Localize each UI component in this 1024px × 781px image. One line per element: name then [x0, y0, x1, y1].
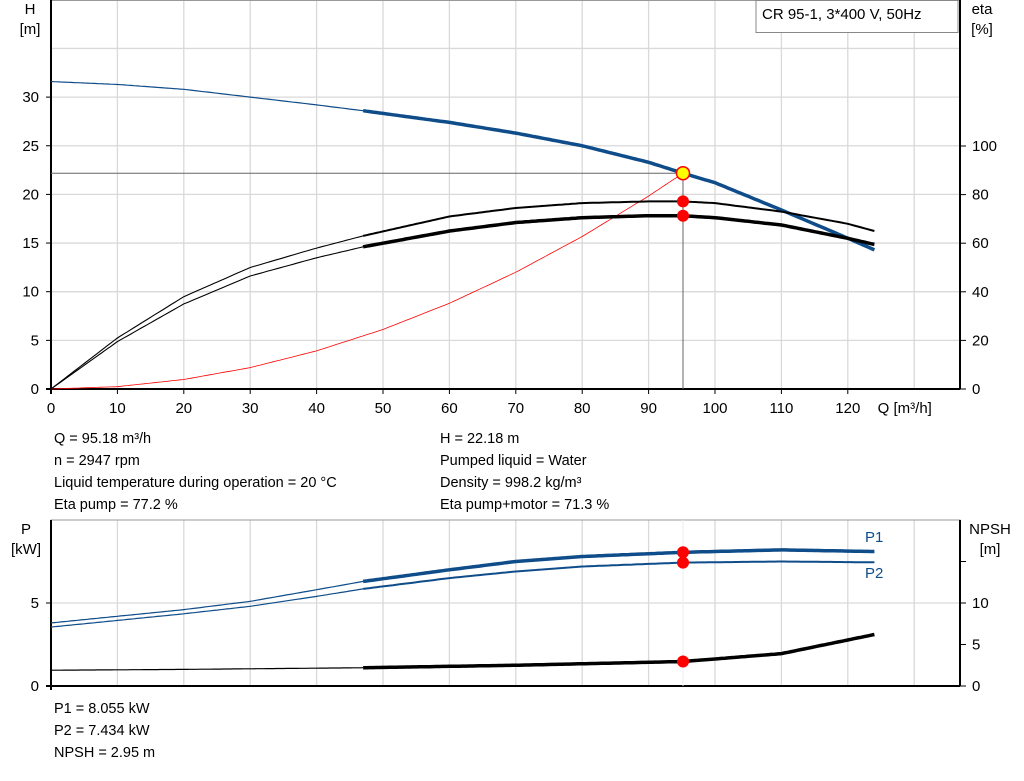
p-axis-label: P	[21, 521, 31, 538]
y-axis-label: H	[25, 1, 36, 18]
x-tick-label: 110	[769, 400, 793, 417]
title-box	[755, 0, 959, 33]
y2-axis-label: eta	[972, 1, 994, 18]
x-axis-label: Q [m³/h]	[878, 400, 932, 417]
y2-tick-label: 0	[972, 381, 980, 398]
x-tick-label: 70	[507, 400, 524, 417]
npsh-axis-label: [m]	[980, 541, 1001, 558]
y-tick-label: 0	[31, 381, 39, 398]
p-axis-label: [kW]	[11, 541, 41, 558]
npsh-tick-label: 0	[972, 678, 980, 695]
x-tick-label: 50	[375, 400, 392, 417]
y2-axis-label: [%]	[971, 21, 993, 38]
info-eta-pump: Eta pump = 77.2 %	[54, 497, 178, 513]
system-curve	[50, 173, 683, 390]
x-tick-label: 0	[47, 400, 55, 417]
x-tick-label: 100	[702, 400, 727, 417]
duty-point-marker	[675, 165, 691, 181]
x-tick-label: 80	[574, 400, 591, 417]
p1-marker	[676, 546, 689, 559]
npsh-tick-label: 5	[972, 637, 980, 654]
p-tick-label: 0	[31, 678, 39, 695]
y2-tick-label: 40	[972, 284, 989, 301]
npsh-curve-thin	[51, 667, 364, 671]
info-right: H = 22.18 m Pumped liquid = Water Densit…	[440, 428, 609, 516]
p1-curve-thin	[50, 580, 364, 624]
info-eta-total: Eta pump+motor = 71.3 %	[440, 497, 610, 513]
x-tick-label: 30	[242, 400, 259, 417]
npsh-curve	[363, 632, 875, 670]
p2-label: P2	[865, 565, 883, 582]
y-tick-label: 20	[22, 186, 39, 203]
y2-tick-label: 20	[972, 332, 989, 349]
info-n: n = 2947 rpm	[54, 453, 140, 469]
y2-tick-label: 80	[972, 187, 989, 204]
info-p2: P2 = 7.434 kW	[54, 723, 150, 739]
info-left: Q = 95.18 m³/h n = 2947 rpm Liquid tempe…	[54, 428, 337, 516]
info-npsh: NPSH = 2.95 m	[54, 745, 156, 761]
eta-total-curve	[362, 213, 875, 249]
x-tick-label: 120	[835, 400, 860, 417]
x-tick-label: 90	[640, 400, 657, 417]
y-tick-label: 30	[22, 89, 39, 106]
y-tick-label: 25	[22, 138, 39, 155]
info-q: Q = 95.18 m³/h	[54, 431, 152, 447]
eta-pump-curve-thin	[50, 235, 364, 390]
p2-marker	[676, 556, 689, 569]
info-density: Density = 998.2 kg/m³	[440, 475, 582, 491]
npsh-marker	[676, 655, 689, 668]
eta-pump-curve	[362, 200, 875, 237]
eta-pump-marker	[676, 195, 689, 208]
npsh-tick-label: 10	[972, 595, 989, 612]
p1-curve	[362, 548, 875, 584]
eta-total-curve-thin	[50, 246, 364, 390]
y-axis-label: [m]	[20, 21, 41, 38]
npsh-axis-label: NPSH	[969, 521, 1011, 538]
y2-tick-label: 60	[972, 235, 989, 252]
x-tick-label: 60	[441, 400, 458, 417]
x-tick-label: 20	[175, 400, 192, 417]
h-curve-thin	[50, 80, 364, 112]
x-tick-label: 10	[109, 400, 126, 417]
y2-tick-label: 100	[972, 138, 997, 155]
p2-curve-thin	[50, 588, 364, 628]
p2-curve	[362, 560, 875, 590]
y-tick-label: 5	[31, 332, 39, 349]
info-h: H = 22.18 m	[440, 431, 520, 447]
chart-title: CR 95-1, 3*400 V, 50Hz	[762, 6, 922, 23]
y-tick-label: 15	[22, 235, 39, 252]
p1-label: P1	[865, 529, 883, 546]
y-tick-label: 10	[22, 284, 39, 301]
info-liquid: Pumped liquid = Water	[440, 453, 587, 469]
info-temp: Liquid temperature during operation = 20…	[54, 475, 337, 491]
info-bottom: P1 = 8.055 kW P2 = 7.434 kW NPSH = 2.95 …	[54, 698, 155, 764]
info-p1: P1 = 8.055 kW	[54, 701, 150, 717]
eta-total-marker	[676, 209, 689, 222]
x-tick-label: 40	[308, 400, 325, 417]
p-tick-label: 5	[31, 595, 39, 612]
